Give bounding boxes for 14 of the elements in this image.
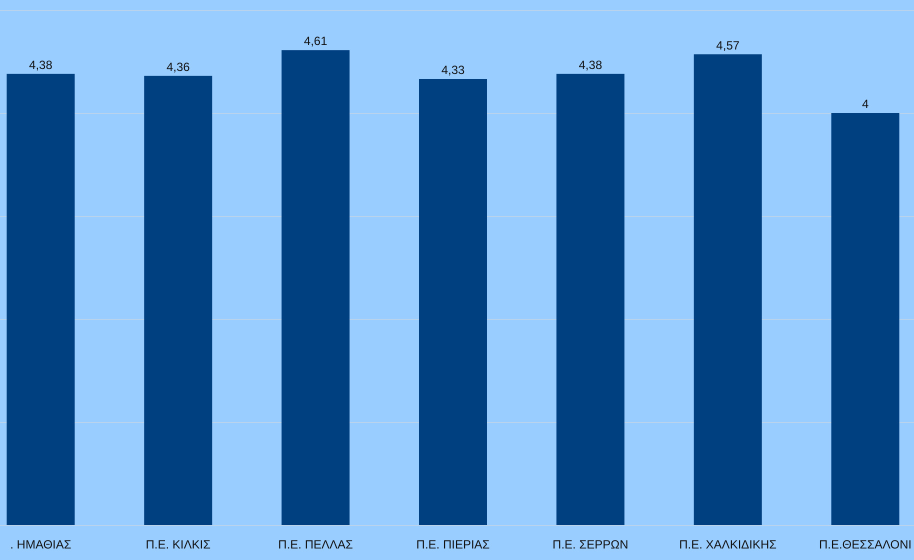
x-tick-label: . ΗΜΑΘΙΑΣ xyxy=(10,538,72,552)
data-label: 4,36 xyxy=(166,60,190,74)
data-label: 4,61 xyxy=(304,34,328,48)
x-tick-label: Π.Ε.ΘΕΣΣΑΛΟΝΙ xyxy=(818,538,912,552)
data-label: 4 xyxy=(862,97,869,111)
x-tick-label: Π.Ε. ΠΕΛΛΑΣ xyxy=(278,538,353,552)
x-tick-label: Π.Ε. ΚΙΛΚΙΣ xyxy=(146,538,211,552)
x-tick-label: Π.Ε. ΧΑΛΚΙΔΙΚΗΣ xyxy=(679,538,777,552)
data-label: 4,33 xyxy=(441,63,465,78)
data-label: 4,38 xyxy=(578,58,602,72)
data-label: 4,38 xyxy=(29,58,53,72)
x-tick-label: Π.Ε. ΠΙΕΡΙΑΣ xyxy=(416,538,490,552)
data-label: 4,57 xyxy=(716,38,740,52)
x-tick-label: Π.Ε. ΣΕΡΡΩΝ xyxy=(552,538,628,552)
